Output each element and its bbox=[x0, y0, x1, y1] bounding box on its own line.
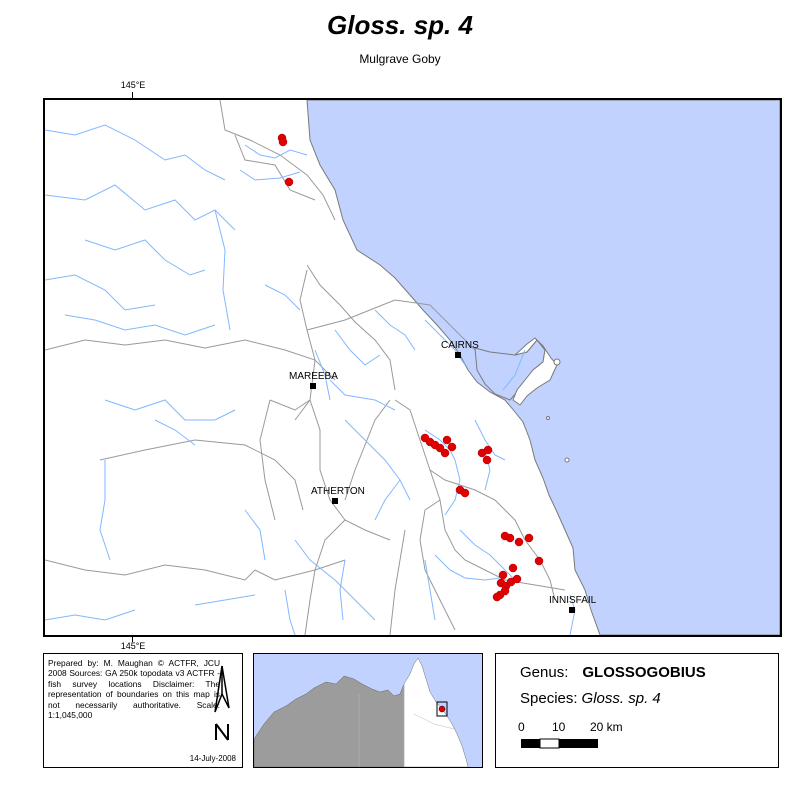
record-point bbox=[534, 556, 544, 566]
legend-panel: Genus: GLOSSOGOBIUS Species: Gloss. sp. 4 … bbox=[495, 653, 779, 768]
scale-label-10: 10 bbox=[552, 720, 566, 734]
species-records bbox=[277, 133, 544, 602]
inset-record bbox=[438, 705, 446, 713]
record-point bbox=[492, 592, 502, 602]
species-label: Species: bbox=[520, 690, 578, 707]
longitude-label-top: 145°E bbox=[120, 80, 146, 90]
credits-panel: Prepared by: M. Maughan © ACTFR, JCU 200… bbox=[43, 653, 243, 768]
island bbox=[564, 457, 570, 463]
town-marker-atherton bbox=[332, 498, 338, 504]
species-row: Species: Gloss. sp. 4 bbox=[520, 690, 661, 707]
map-subtitle: Mulgrave Goby bbox=[359, 52, 441, 66]
longitude-tick-bottom bbox=[132, 636, 133, 642]
record-point bbox=[514, 537, 524, 547]
town-label-innisfail: INNISFAIL bbox=[549, 595, 597, 606]
credits-text: Prepared by: M. Maughan © ACTFR, JCU 200… bbox=[48, 658, 220, 721]
cape-grafton-land bbox=[512, 337, 558, 406]
north-arrow-icon bbox=[214, 665, 230, 741]
town-label-atherton: ATHERTON bbox=[311, 486, 365, 497]
record-point bbox=[447, 442, 457, 452]
record-point bbox=[524, 533, 534, 543]
species-value: Gloss. sp. 4 bbox=[581, 690, 661, 707]
inset-study-area bbox=[436, 701, 448, 717]
record-point bbox=[512, 574, 522, 584]
town-label-cairns: CAIRNS bbox=[441, 340, 479, 351]
town-marker-innisfail bbox=[569, 607, 575, 613]
inset-boundaries bbox=[358, 684, 455, 767]
catchment-boundaries bbox=[45, 100, 566, 635]
genus-value: GLOSSOGOBIUS bbox=[582, 664, 706, 681]
record-point bbox=[440, 448, 450, 458]
town-marker-cairns bbox=[455, 352, 461, 358]
record-point bbox=[508, 563, 518, 573]
island bbox=[546, 416, 550, 420]
town-marker-mareeba bbox=[310, 383, 316, 389]
town-label-mareeba: MAREEBA bbox=[289, 371, 338, 382]
island bbox=[553, 358, 561, 366]
inset-map bbox=[253, 653, 483, 768]
map-title: Gloss. sp. 4 bbox=[327, 10, 473, 40]
record-point bbox=[505, 533, 515, 543]
scale-bar bbox=[521, 738, 598, 749]
record-point bbox=[442, 435, 452, 445]
record-point bbox=[278, 137, 288, 147]
record-point bbox=[483, 445, 493, 455]
longitude-label-bottom: 145°E bbox=[120, 641, 146, 651]
genus-label: Genus: bbox=[520, 664, 569, 681]
scale-label-0: 0 bbox=[518, 720, 525, 734]
credits-date: 14-July-2008 bbox=[189, 754, 236, 763]
record-point bbox=[482, 455, 492, 465]
genus-row: Genus: GLOSSOGOBIUS bbox=[520, 664, 706, 681]
record-point bbox=[284, 177, 294, 187]
longitude-tick-top bbox=[132, 92, 133, 98]
rivers bbox=[45, 124, 576, 635]
record-point bbox=[498, 570, 508, 580]
record-point bbox=[460, 488, 470, 498]
scale-label-20: 20 km bbox=[590, 720, 623, 734]
main-map[interactable]: CAIRNS MAREEBA ATHERTON INNISFAIL bbox=[43, 98, 782, 637]
